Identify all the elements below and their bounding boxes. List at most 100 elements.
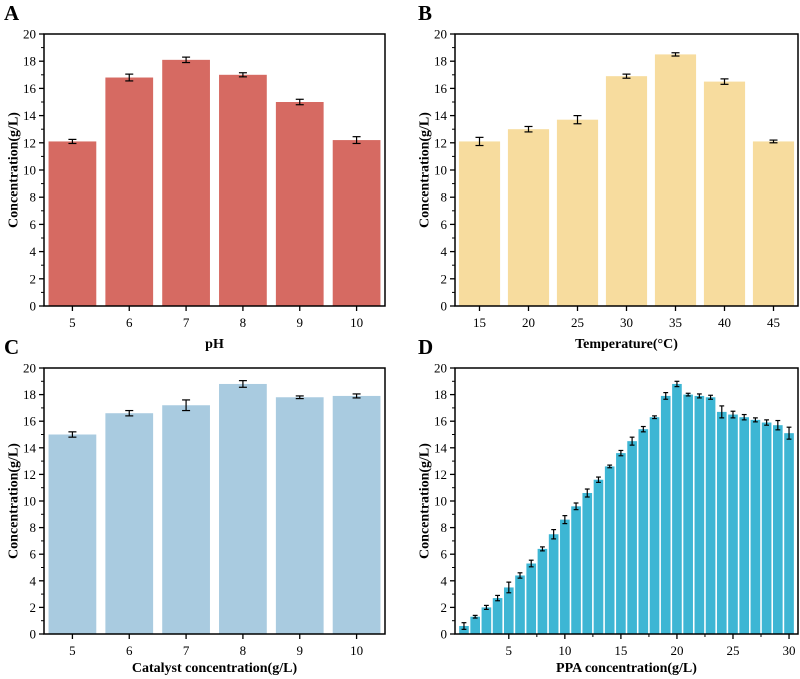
bar xyxy=(716,411,727,634)
bar xyxy=(683,394,693,634)
panel-letter: C xyxy=(4,335,19,359)
bar xyxy=(537,548,548,634)
error-bar xyxy=(295,98,304,106)
error-bar xyxy=(238,380,247,388)
y-axis-label: Concentration(g/L) xyxy=(7,443,22,559)
chart-panel-c: 0 2 4 6 8 10 12 14 16 18 20 5 6 7 8 9 10 Catalyst concent… xyxy=(4,335,386,676)
error-bar xyxy=(352,393,361,399)
bar xyxy=(660,395,671,634)
error-bar xyxy=(461,622,467,630)
x-tick-label: 30 xyxy=(783,643,796,658)
error-bar xyxy=(752,417,758,423)
bar xyxy=(649,417,660,634)
bar xyxy=(481,607,492,634)
error-bar xyxy=(562,515,568,525)
y-axis-label: Concentration(g/L) xyxy=(418,443,433,559)
x-tick-label: 20 xyxy=(670,643,683,658)
y-tick-label: 18 xyxy=(23,387,36,402)
x-tick-label: 9 xyxy=(297,643,304,658)
bar xyxy=(784,433,794,634)
error-bar xyxy=(182,56,191,64)
y-tick-label: 20 xyxy=(434,27,447,42)
y-tick-label: 0 xyxy=(441,299,448,314)
y-tick-label: 4 xyxy=(441,244,448,259)
bar xyxy=(571,506,581,634)
bar xyxy=(507,129,550,306)
y-tick-label: 0 xyxy=(30,627,37,642)
y-tick-label: 14 xyxy=(434,108,448,123)
bar xyxy=(105,413,154,634)
x-tick-label: 5 xyxy=(69,315,76,330)
error-bar xyxy=(622,73,631,79)
error-bar xyxy=(472,614,478,619)
y-tick-label: 0 xyxy=(30,299,37,314)
y-tick-label: 6 xyxy=(30,547,37,562)
error-bar xyxy=(295,395,304,400)
y-tick-label: 12 xyxy=(434,135,447,150)
y-axis-label: Concentration(g/L) xyxy=(7,112,22,228)
bar xyxy=(48,434,97,634)
y-tick-label: 6 xyxy=(441,547,448,562)
y-tick-label: 20 xyxy=(23,361,36,376)
bar xyxy=(219,383,267,634)
error-bar xyxy=(573,502,579,511)
x-tick-label: 15 xyxy=(473,315,486,330)
chart-panel-b: 0 2 4 6 8 10 12 14 16 18 20 15 20 25 30 35 40 45 Temperatu… xyxy=(418,1,799,352)
y-axis-label: Concentration(g/L) xyxy=(418,112,433,228)
x-tick-label: 8 xyxy=(240,643,247,658)
error-bar xyxy=(741,413,747,421)
y-tick-label: 8 xyxy=(441,520,448,535)
y-tick-label: 20 xyxy=(23,27,36,42)
x-tick-label: 40 xyxy=(718,315,731,330)
y-tick-label: 2 xyxy=(441,271,448,286)
bar xyxy=(605,76,648,306)
y-tick-label: 10 xyxy=(434,494,447,509)
error-bar xyxy=(125,73,134,82)
y-tick-label: 16 xyxy=(23,414,37,429)
y-tick-label: 14 xyxy=(23,440,37,455)
bar xyxy=(672,383,682,634)
bar xyxy=(503,587,514,634)
x-tick-label: 10 xyxy=(558,643,571,658)
bar xyxy=(526,563,537,634)
y-tick-label: 18 xyxy=(434,387,447,402)
error-bar xyxy=(524,125,533,133)
x-axis-label: PPA concentration(g/L) xyxy=(556,661,697,676)
bar xyxy=(458,141,501,306)
y-tick-label: 8 xyxy=(30,190,37,205)
error-bar xyxy=(696,393,702,399)
error-bar xyxy=(483,604,489,610)
x-tick-label: 6 xyxy=(126,643,133,658)
x-tick-label: 35 xyxy=(669,315,682,330)
bar xyxy=(556,119,599,307)
y-tick-label: 20 xyxy=(434,361,447,376)
y-tick-label: 12 xyxy=(434,467,447,482)
error-bar xyxy=(506,581,512,594)
y-tick-label: 12 xyxy=(23,135,36,150)
y-tick-label: 4 xyxy=(30,244,37,259)
x-tick-label: 10 xyxy=(350,315,363,330)
bar xyxy=(470,616,480,634)
y-tick-label: 2 xyxy=(30,600,37,615)
bar xyxy=(275,102,324,306)
error-bar xyxy=(775,419,781,431)
y-tick-label: 4 xyxy=(30,573,37,588)
x-tick-label: 6 xyxy=(126,315,133,330)
x-tick-label: 45 xyxy=(767,315,780,330)
x-axis-label: Catalyst concentration(g/L) xyxy=(132,661,298,676)
error-bar xyxy=(528,559,534,568)
bar xyxy=(105,77,154,307)
y-tick-label: 2 xyxy=(441,600,448,615)
y-tick-label: 14 xyxy=(23,108,37,123)
y-tick-label: 10 xyxy=(23,494,36,509)
error-bar xyxy=(68,138,77,145)
error-bar xyxy=(629,436,635,446)
x-tick-label: 30 xyxy=(620,315,633,330)
error-bar xyxy=(685,392,691,397)
bar xyxy=(162,59,210,307)
bar xyxy=(705,397,716,634)
y-tick-label: 6 xyxy=(30,217,37,232)
bar xyxy=(332,140,381,306)
y-tick-label: 8 xyxy=(441,190,448,205)
panel-letter: D xyxy=(418,335,433,359)
